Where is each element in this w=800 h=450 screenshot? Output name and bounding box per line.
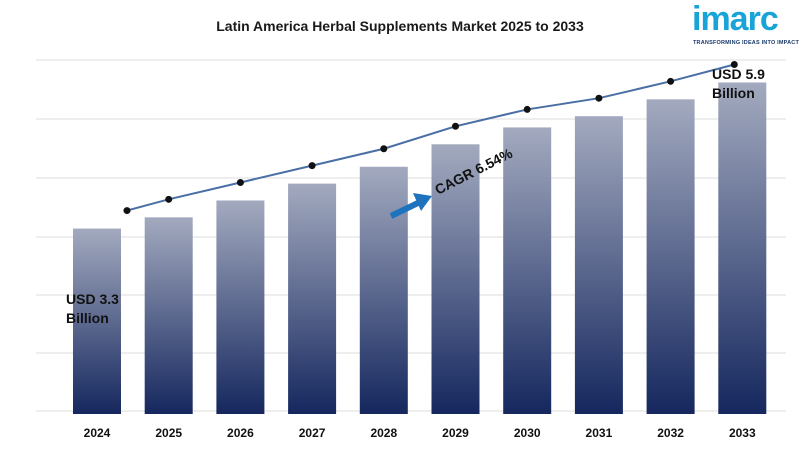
end-unit-label: Billion [712, 85, 755, 101]
x-tick-label: 2029 [442, 426, 469, 440]
end-value-annotation: USD 5.9 Billion [712, 65, 765, 103]
x-tick-label: 2033 [729, 426, 756, 440]
trend-marker-2027 [308, 162, 316, 170]
bar-2033 [718, 82, 767, 414]
bar-2031 [574, 116, 623, 414]
x-tick-label: 2026 [227, 426, 254, 440]
logo-wordmark: imarc [692, 0, 779, 38]
cagr-arrow-shaft [389, 199, 422, 219]
x-tick-label: 2030 [514, 426, 541, 440]
trend-marker-2031 [595, 94, 603, 102]
bar-2024 [73, 228, 121, 414]
trend-marker-2024 [123, 207, 131, 215]
bars [73, 82, 767, 415]
bar-2025 [144, 217, 193, 414]
x-tick-labels: 2024 2025 2026 2027 2028 2029 2030 2031 2032 2033 [84, 426, 756, 440]
start-value-annotation: USD 3.3 Billion [66, 290, 119, 328]
trend-marker-2032 [667, 77, 675, 85]
trend-marker-2033 [730, 60, 738, 68]
x-tick-label: 2024 [84, 426, 111, 440]
logo-tagline: TRANSFORMING IDEAS INTO IMPACT [693, 40, 800, 46]
trend-line-path [126, 63, 735, 212]
imarc-logo: imarc TRANSFORMING IDEAS INTO IMPACT [692, 0, 800, 50]
trend-marker-2029 [452, 122, 459, 130]
trend-marker-2026 [236, 178, 244, 186]
start-value-label: USD 3.3 [66, 291, 119, 307]
bar-2030 [503, 127, 552, 414]
trend-line [126, 63, 735, 212]
trend-marker-2030 [523, 105, 531, 113]
trend-marker-2025 [165, 195, 173, 203]
bar-2027 [288, 183, 337, 414]
x-tick-label: 2025 [155, 426, 182, 440]
start-unit-label: Billion [66, 310, 109, 326]
bar-2026 [216, 200, 265, 414]
bar-2032 [646, 99, 695, 414]
x-tick-label: 2027 [299, 426, 326, 440]
end-value-label: USD 5.9 [712, 66, 765, 82]
chart-title: Latin America Herbal Supplements Market … [216, 18, 584, 34]
x-tick-label: 2028 [370, 426, 397, 440]
bar-2028 [359, 166, 408, 414]
trend-marker-2028 [380, 145, 388, 153]
cagr-arrow-icon [413, 193, 432, 211]
bar-2029 [431, 144, 480, 415]
x-tick-label: 2032 [657, 426, 684, 440]
trend-markers [123, 60, 738, 215]
x-tick-label: 2031 [586, 426, 613, 440]
